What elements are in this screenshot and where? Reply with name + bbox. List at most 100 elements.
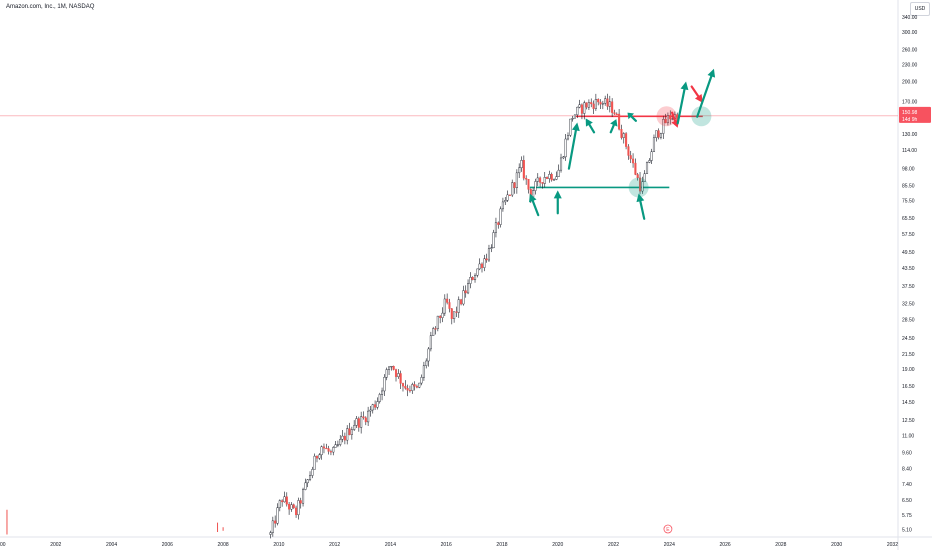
candle-body-up	[648, 160, 651, 163]
chart-title: Amazon.com, Inc., 1M, NASDAQ	[6, 4, 95, 10]
time-tick-label: 2028	[775, 542, 786, 548]
candle	[315, 455, 319, 463]
candle-body-down	[408, 389, 411, 392]
candle-body-down	[455, 311, 458, 313]
currency-selector[interactable]: USD	[910, 2, 930, 16]
candle	[304, 478, 307, 491]
candle-body-up	[490, 247, 493, 249]
candle	[401, 382, 405, 392]
candle-body-down	[606, 98, 609, 107]
candle	[411, 382, 414, 394]
time-tick-label: 2000	[0, 542, 6, 548]
candle-body-up	[652, 137, 656, 152]
price-axis[interactable]: 5.10 5.75 6.50 7.40 8.40 9.60 11.00 12.50 14.50 1…	[902, 15, 918, 534]
candle-body-down	[329, 451, 332, 453]
candle	[283, 491, 286, 503]
arrow-head	[680, 81, 689, 91]
time-tick-label: 2010	[273, 542, 284, 548]
candle	[597, 98, 600, 106]
candle	[634, 158, 637, 176]
candle-body-up	[283, 496, 286, 503]
candle-body-up	[543, 177, 546, 184]
green-arrow	[529, 193, 540, 217]
candle-body-down	[446, 298, 449, 303]
arrow-head	[553, 190, 562, 199]
candle	[536, 173, 539, 187]
candle	[594, 93, 597, 111]
arrow-shaft	[639, 200, 646, 220]
candle	[295, 505, 298, 518]
candle	[383, 374, 386, 396]
candle	[471, 276, 474, 281]
candle	[367, 406, 370, 427]
candle	[392, 365, 395, 371]
candle	[657, 128, 660, 140]
earnings-marker	[663, 524, 673, 534]
candle	[336, 440, 339, 448]
candle-body-up	[604, 98, 607, 104]
candle-body-down	[550, 174, 553, 181]
candle-body-up	[334, 444, 337, 448]
candle-body-up	[320, 446, 323, 456]
current-price-tag	[899, 106, 931, 123]
candle-body-up	[453, 311, 456, 319]
candle	[439, 315, 442, 324]
candle-body-down	[480, 263, 484, 268]
candle	[374, 400, 377, 411]
price-tick-label: 230.00	[902, 62, 918, 68]
candle	[527, 179, 530, 194]
candle-body-up	[390, 365, 393, 368]
candle-body-down	[625, 133, 628, 147]
candle-body-down	[585, 102, 588, 108]
candle-body-up	[536, 177, 539, 182]
candle	[271, 516, 274, 537]
candle-body-up	[441, 312, 444, 318]
price-tick-label: 28.50	[902, 317, 915, 323]
candle-body-up	[302, 489, 305, 504]
candle-body-up	[583, 102, 586, 114]
candle	[360, 411, 363, 434]
candle	[613, 109, 616, 115]
candle	[643, 170, 646, 183]
candle-body-down	[274, 520, 277, 524]
candle-body-up	[643, 173, 646, 182]
candle-body-down	[413, 384, 416, 387]
candle	[453, 311, 456, 323]
candle	[534, 178, 537, 195]
candle-body-down	[394, 369, 398, 377]
candle-body-up	[506, 194, 509, 201]
candle	[625, 132, 628, 150]
time-axis[interactable]: 2000 2002 2004 2006 2008 2010 2012 2014 2016 2018…	[0, 542, 898, 548]
candle	[636, 172, 639, 181]
candle	[457, 296, 460, 318]
candle	[559, 153, 563, 173]
candle	[541, 182, 544, 189]
candle	[390, 365, 393, 371]
green-arrow	[676, 81, 689, 125]
time-tick-label: 2026	[720, 542, 731, 548]
candle	[385, 367, 388, 381]
candle	[666, 112, 669, 126]
price-tick-label: 11.00	[902, 434, 914, 440]
candle	[432, 326, 435, 336]
earnings-marker-label: E	[666, 527, 670, 533]
candle-body-up	[569, 118, 572, 136]
candle-body-up	[276, 507, 279, 524]
candle	[443, 294, 446, 316]
candle	[650, 148, 653, 164]
candle-body-down	[522, 160, 525, 179]
green-arrow	[609, 119, 618, 134]
time-tick-label: 2018	[496, 542, 507, 548]
candle	[669, 110, 672, 125]
candle-body-up	[432, 328, 435, 336]
candles-layer	[6, 93, 679, 539]
candle	[546, 176, 549, 180]
candle-body-down	[541, 182, 544, 184]
candle	[313, 453, 316, 470]
candle-body-up	[473, 275, 477, 281]
candle	[369, 405, 372, 417]
candle	[515, 169, 518, 194]
candle-body-up	[297, 500, 300, 516]
candle-body-up	[350, 429, 353, 435]
